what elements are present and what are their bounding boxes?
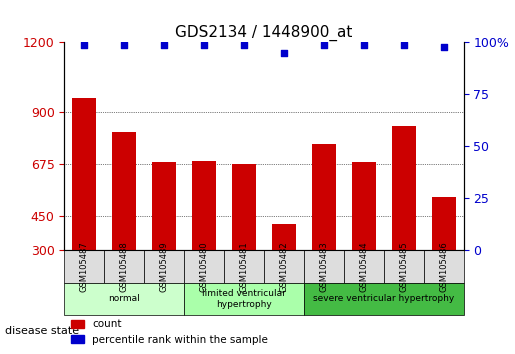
Legend: count, percentile rank within the sample: count, percentile rank within the sample [67,315,272,349]
Point [80,42,89,47]
Bar [423,250,464,282]
Text: GSM105488: GSM105488 [120,241,129,292]
Bar [432,197,455,250]
Point [160,42,168,47]
Point [320,42,328,47]
Bar [112,132,136,250]
Bar [312,144,336,250]
Point [280,50,288,56]
Point [359,42,368,47]
Bar [304,250,344,282]
Bar [392,126,416,250]
Bar [352,162,375,250]
Bar [64,250,104,282]
Bar [224,250,264,282]
Point [400,42,408,47]
Text: GSM105480: GSM105480 [200,241,209,292]
Bar [144,250,184,282]
Text: normal: normal [108,294,140,303]
Text: GSM105481: GSM105481 [239,241,248,292]
Text: severe ventricular hypertrophy: severe ventricular hypertrophy [313,294,454,303]
Point [439,44,448,50]
Text: disease state: disease state [5,326,79,336]
Text: GSM105489: GSM105489 [160,241,168,292]
Text: GSM105485: GSM105485 [399,241,408,292]
Text: GSM105487: GSM105487 [80,241,89,292]
Bar [184,282,304,315]
Text: GSM105482: GSM105482 [280,241,288,292]
Bar [184,250,224,282]
Bar [264,250,304,282]
Bar [272,224,296,250]
Bar [232,164,256,250]
Point [200,42,208,47]
Text: GSM105486: GSM105486 [439,241,448,292]
Bar [344,250,384,282]
Point [240,42,248,47]
Text: GSM105483: GSM105483 [319,241,328,292]
Text: limited ventricular
hypertrophy: limited ventricular hypertrophy [202,289,286,309]
Title: GDS2134 / 1448900_at: GDS2134 / 1448900_at [175,25,353,41]
Point [120,42,128,47]
Bar [384,250,423,282]
Bar [104,250,144,282]
Bar [64,282,184,315]
Bar [304,282,464,315]
Bar [192,161,216,250]
Bar [152,162,176,250]
Bar [72,98,96,250]
Text: GSM105484: GSM105484 [359,241,368,292]
